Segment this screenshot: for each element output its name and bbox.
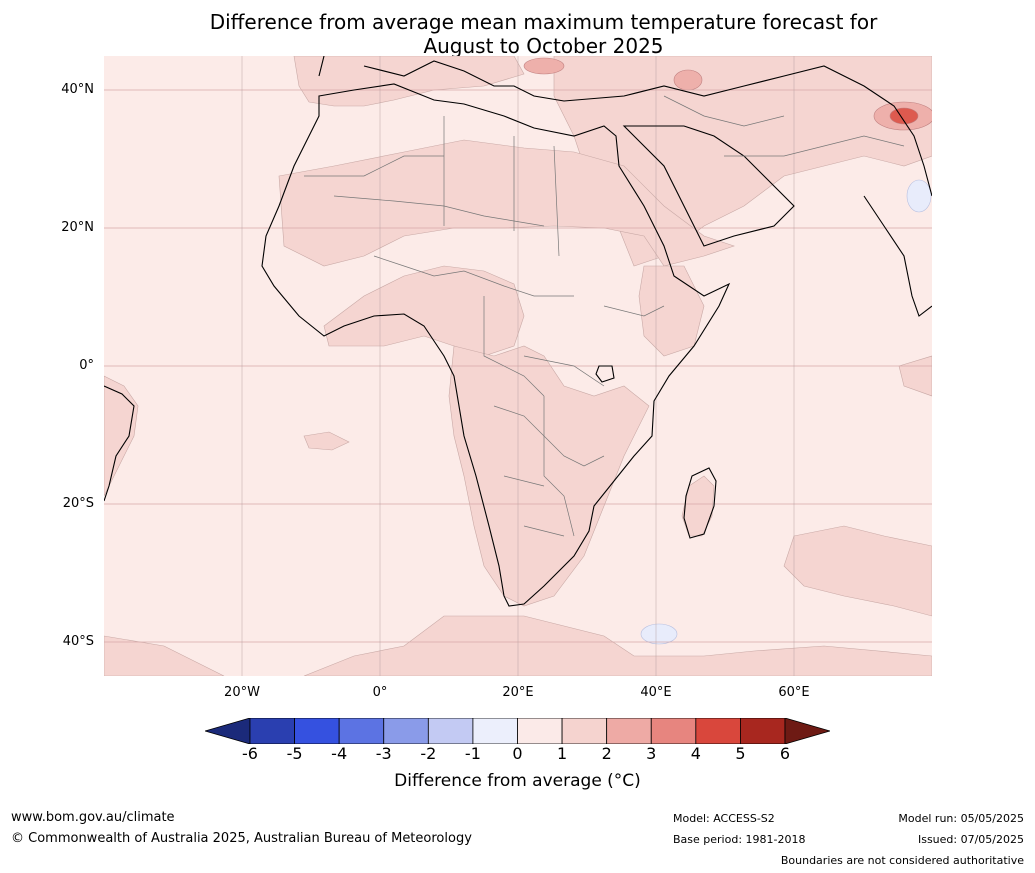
colorbar-tick-label: -4 [331,744,348,763]
colorbar-tick-label: -3 [375,744,392,763]
lat-label-20n: 20°N [61,220,94,235]
anomaly-regions-2-5 [523,57,932,131]
lon-label-20w: 20°W [224,685,260,700]
colorbar-label: Difference from average (°C) [394,771,641,791]
coast-lake-victoria [595,365,615,383]
anomaly-regions-1-2 [104,56,932,676]
footer-url: www.bom.gov.au/climate [11,810,175,825]
colorbar-segment [561,718,608,744]
coast-india [863,195,932,317]
coast-madagascar [683,467,717,539]
coastlines [104,56,932,607]
colorbar-segment [249,718,295,744]
colorbar-tick-label: 1 [556,744,568,763]
anomaly-cool-arabian-sea [906,179,932,213]
anomaly-regions-cool [640,179,932,645]
colorbar-tick-label: 4 [690,744,701,763]
lat-label-40n: 40°N [61,82,94,97]
anomaly-himalaya-inner [889,107,919,125]
lat-label-40s: 40°S [62,634,94,649]
colorbar-segment [695,718,741,744]
coast-south-america [104,385,135,502]
country-borders [304,95,905,537]
anomaly-southern-ocean-region [303,615,932,676]
colorbar-extend-high [784,718,830,744]
anomaly-north-africa-region [278,139,735,267]
footer-issued: Issued: 07/05/2025 [917,833,1024,846]
lon-label-0: 0° [372,685,388,700]
colorbar-tick-label: 5 [735,744,746,763]
lon-label-40e: 40°E [640,685,672,700]
colorbar-extend-low [205,718,251,744]
lat-label-20s: 20°S [62,496,94,511]
anomaly-europe-region [293,56,525,107]
colorbar-segment [294,718,340,744]
footer-boundaries-note: Boundaries are not considered authoritat… [780,854,1024,867]
footer-base-period: Base period: 1981-2018 [673,833,806,846]
footer-model: Model: ACCESS-S2 [673,812,775,825]
colorbar-segment [740,718,786,744]
anomaly-black-sea [523,57,565,75]
anomaly-caucasus [673,69,703,91]
colorbar-segment [383,718,429,744]
colorbar-segment [472,718,518,744]
colorbar-tick-label: 3 [646,744,657,763]
colorbar-tick-label: 0 [512,744,523,763]
colorbar-tick-label: 2 [601,744,612,763]
colorbar-tick-label: -6 [242,744,258,763]
footer-model-run: Model run: 05/05/2025 [898,812,1024,825]
chart-title-line2: August to October 2025 [423,34,664,58]
colorbar-segment [517,718,563,744]
colorbar-tick-label: -1 [464,744,481,763]
forecast-map [104,56,932,676]
coast-europe [318,56,932,197]
colorbar-segment [650,718,697,744]
anomaly-cool-southern-ocean [640,623,678,645]
colorbar [205,718,830,744]
lon-label-60e: 60°E [778,685,810,700]
anomaly-west-africa-region [323,265,525,357]
colorbar-segment [338,718,385,744]
anomaly-east-africa-region [638,265,705,357]
lat-label-0: 0° [79,358,94,373]
chart-title-line1: Difference from average mean maximum tem… [209,10,878,34]
anomaly-atlantic-patch [303,431,350,451]
coast-arabia [622,125,795,247]
graticule-meridians [241,56,795,676]
anomaly-south-atlantic-region [104,635,225,676]
colorbar-tick-label: 6 [779,744,791,763]
anomaly-south-america-region [104,375,139,497]
colorbar-segment [427,718,474,744]
lon-label-20e: 20°E [502,685,534,700]
colorbar-tick-label: -2 [420,744,437,763]
footer-copyright: © Commonwealth of Australia 2025, Austra… [11,831,472,846]
colorbar-segment [606,718,652,744]
colorbar-tick-label: -5 [286,744,303,763]
coast-africa [261,83,731,607]
